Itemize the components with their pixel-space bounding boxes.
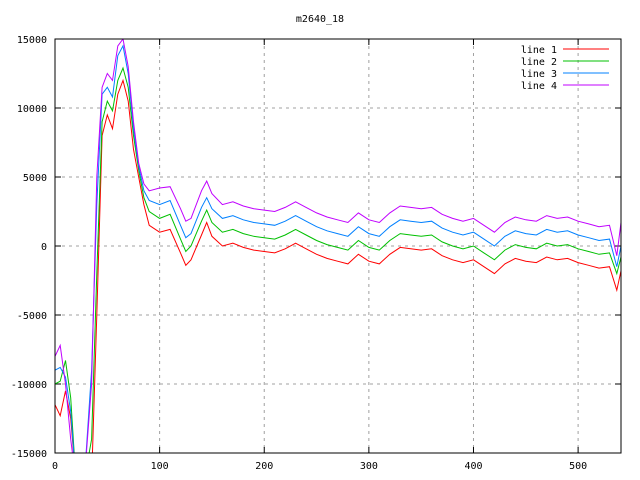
x-tick-label: 200 xyxy=(255,461,273,472)
grid xyxy=(55,39,621,453)
legend-label: line 4 xyxy=(521,81,557,92)
x-tick-label: 500 xyxy=(569,461,587,472)
x-tick-label: 0 xyxy=(52,461,58,472)
series-lines xyxy=(55,39,621,453)
chart-title: m2640_18 xyxy=(296,14,344,25)
legend-label: line 1 xyxy=(521,45,557,56)
series-line-4 xyxy=(55,39,621,453)
legend-label: line 2 xyxy=(521,57,557,68)
x-tick-label: 400 xyxy=(464,461,482,472)
axis-ticks: 0 100 200 300 400 500 -15000 -10000 -5000 0 5000 10… xyxy=(11,35,621,472)
y-tick-label: -5000 xyxy=(17,311,47,322)
series-line-1 xyxy=(55,78,621,453)
y-tick-label: 15000 xyxy=(17,35,47,46)
series-line-2 xyxy=(55,66,621,453)
y-tick-label: -15000 xyxy=(11,449,47,460)
y-tick-label: -10000 xyxy=(11,380,47,391)
series-line-3 xyxy=(55,44,621,453)
plot-border xyxy=(54,38,622,454)
y-tick-label: 5000 xyxy=(23,173,47,184)
x-tick-label: 300 xyxy=(360,461,378,472)
y-tick-label: 10000 xyxy=(17,104,47,115)
x-tick-label: 100 xyxy=(151,461,169,472)
legend-label: line 3 xyxy=(521,69,557,80)
y-tick-label: 0 xyxy=(41,242,47,253)
